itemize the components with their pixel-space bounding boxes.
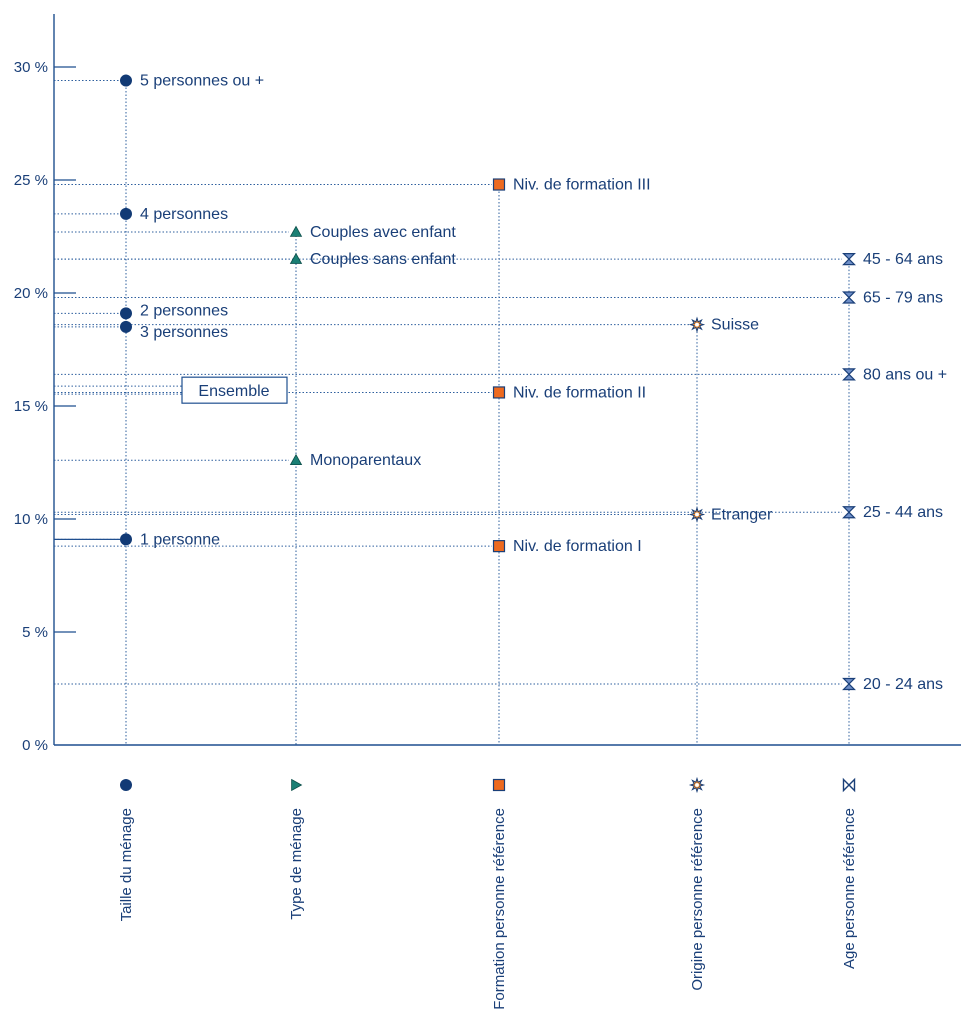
category-legend-marker (492, 778, 506, 792)
data-point-label: 20 - 24 ans (863, 676, 943, 693)
x-category-label: Type de ménage (288, 808, 305, 920)
y-tick-label: 15 % (14, 398, 48, 415)
data-point (842, 677, 856, 691)
category-legend-marker-center (695, 783, 699, 787)
point-guides (54, 80, 842, 685)
series-2: Niv. de formation III Niv. de formation I… (492, 177, 651, 555)
category-legend-marker (688, 776, 706, 794)
category-guides (125, 80, 850, 745)
data-point-label: 65 - 79 ans (863, 290, 943, 307)
data-point-label: 1 personne (140, 531, 220, 548)
data-point (120, 307, 132, 320)
category-legend-marker (842, 777, 856, 793)
series-3: Suisse Etranger (688, 316, 773, 523)
data-point (120, 533, 132, 546)
data-point (492, 178, 506, 191)
data-point-label: Etranger (711, 506, 773, 523)
data-point-center (695, 512, 699, 517)
ensemble-reference: Ensemble (54, 376, 288, 404)
data-point-label: 25 - 44 ans (863, 504, 943, 521)
series-1: Couples avec enfant Couples sans enfant Mo… (289, 224, 456, 469)
data-point-label: Monoparentaux (310, 452, 421, 469)
data-point (289, 453, 303, 466)
data-point (289, 252, 303, 264)
data-point (289, 225, 303, 237)
data-point (842, 506, 856, 519)
data-point-label: 45 - 64 ans (863, 251, 943, 268)
y-tick-label: 0 % (22, 737, 48, 754)
data-point-label: Couples avec enfant (310, 224, 456, 241)
data-point-label: 4 personnes (140, 206, 228, 223)
data-point-center (695, 322, 699, 327)
series-4: 45 - 64 ans 65 - 79 ans 80 ans ou + 25 - 44… (842, 251, 947, 693)
data-point (688, 506, 706, 523)
data-point-label: 2 personnes (140, 302, 228, 319)
x-category-label: Formation personne référence (491, 808, 508, 1010)
data-point-label: 3 personnes (140, 324, 228, 341)
y-tick-label: 30 % (14, 59, 48, 76)
data-point (492, 386, 506, 399)
data-point-label: Couples sans enfant (310, 251, 456, 268)
category-legend-marker (120, 779, 132, 791)
data-point (120, 320, 132, 333)
data-point-label: Niv. de formation II (513, 384, 646, 401)
data-point (688, 316, 706, 333)
ensemble-box (181, 376, 288, 404)
x-category-label: Taille du ménage (118, 808, 135, 921)
data-point-label: Niv. de formation I (513, 538, 642, 555)
data-point (492, 540, 506, 553)
data-point-label: 80 ans ou + (863, 366, 947, 383)
series-0: 5 personnes ou + 4 personnes 2 personnes 3 … (120, 73, 264, 548)
category-legend-marker (291, 778, 303, 792)
x-category-labels: Taille du ménage Type de ménage Formation … (118, 776, 858, 1010)
y-ticks: 0 % 5 % 10 % 15 % 20 % 25 % 30 % (14, 59, 76, 754)
data-point (842, 253, 856, 266)
x-category-label: Age personne référence (841, 808, 858, 969)
y-tick-label: 5 % (22, 624, 48, 641)
data-point (842, 291, 856, 304)
data-point (842, 368, 856, 381)
data-point-label: Suisse (711, 317, 759, 334)
data-point (120, 74, 132, 87)
ensemble-label: Ensemble (198, 383, 269, 400)
x-category-label: Origine personne référence (689, 808, 706, 991)
y-tick-label: 10 % (14, 511, 48, 528)
data-point-label: Niv. de formation III (513, 177, 651, 194)
data-point (120, 207, 132, 220)
y-tick-label: 25 % (14, 172, 48, 189)
y-tick-label: 20 % (14, 285, 48, 302)
data-point-label: 5 personnes ou + (140, 73, 264, 90)
